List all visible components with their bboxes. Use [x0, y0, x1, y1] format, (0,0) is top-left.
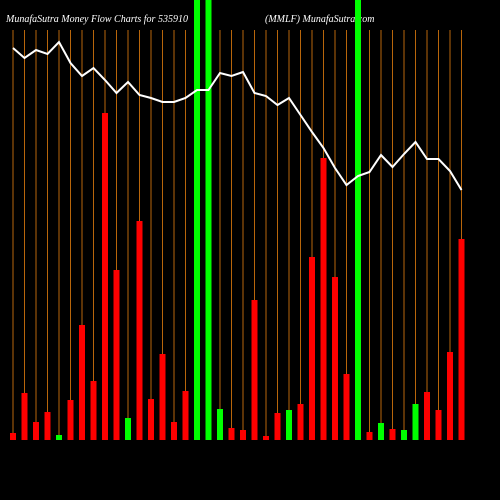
bar [228, 428, 235, 440]
bar [458, 239, 465, 440]
bar [205, 0, 212, 440]
bar [355, 0, 361, 440]
bar [366, 432, 373, 440]
chart-title: MunafaSutra Money Flow Charts for 535910 [5, 14, 188, 25]
bar [102, 113, 108, 440]
bar [136, 221, 143, 440]
bar [113, 270, 120, 440]
bar [125, 418, 131, 440]
bar [67, 400, 74, 440]
bar [447, 352, 453, 440]
bar [343, 374, 350, 440]
bar [21, 393, 28, 440]
bar [171, 422, 177, 440]
bar [217, 409, 223, 440]
bar [251, 300, 258, 440]
bar [320, 158, 327, 440]
bar [274, 413, 281, 440]
chart-subtitle: (MMLF) MunafaSutra.com [265, 14, 374, 25]
bar [263, 436, 269, 440]
money-flow-line [12, 40, 463, 191]
bar [378, 423, 384, 440]
bar [240, 430, 246, 440]
bar [56, 435, 62, 440]
bar [389, 429, 396, 440]
bar [159, 354, 166, 440]
bar [286, 410, 292, 440]
bar [90, 381, 97, 440]
bar [194, 0, 200, 440]
bar [148, 399, 154, 440]
bar [33, 422, 39, 440]
bar [332, 277, 338, 440]
bar [435, 410, 442, 440]
bar [79, 325, 85, 440]
bar [10, 433, 16, 440]
bar [412, 404, 419, 440]
bar [424, 392, 430, 440]
bar [182, 391, 189, 440]
bar [309, 257, 315, 440]
bar [297, 404, 304, 440]
bar [44, 412, 51, 440]
bar [401, 430, 407, 440]
